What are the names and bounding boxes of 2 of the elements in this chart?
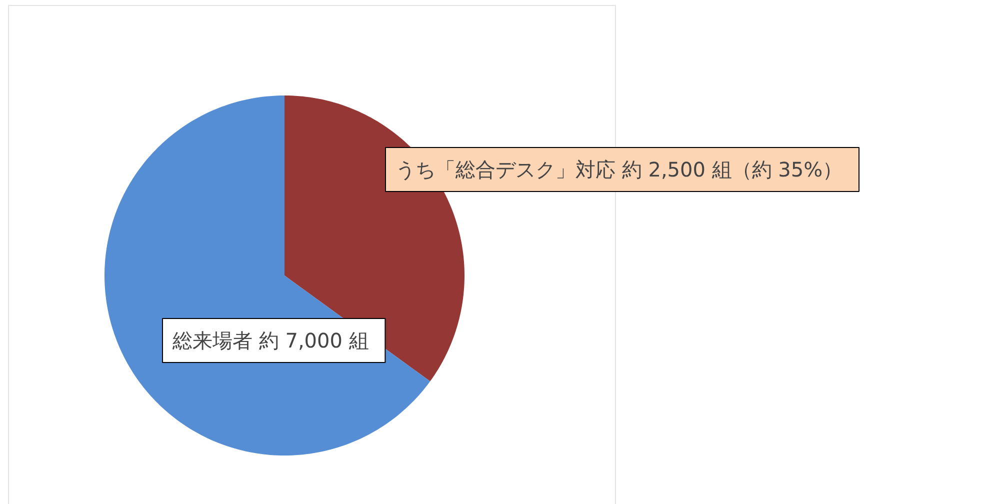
slice-label: うち「総合デスク」対応 約 2,500 組（約 35%） [396, 158, 843, 182]
slice-label: 総来場者 約 7,000 組 [172, 328, 369, 352]
